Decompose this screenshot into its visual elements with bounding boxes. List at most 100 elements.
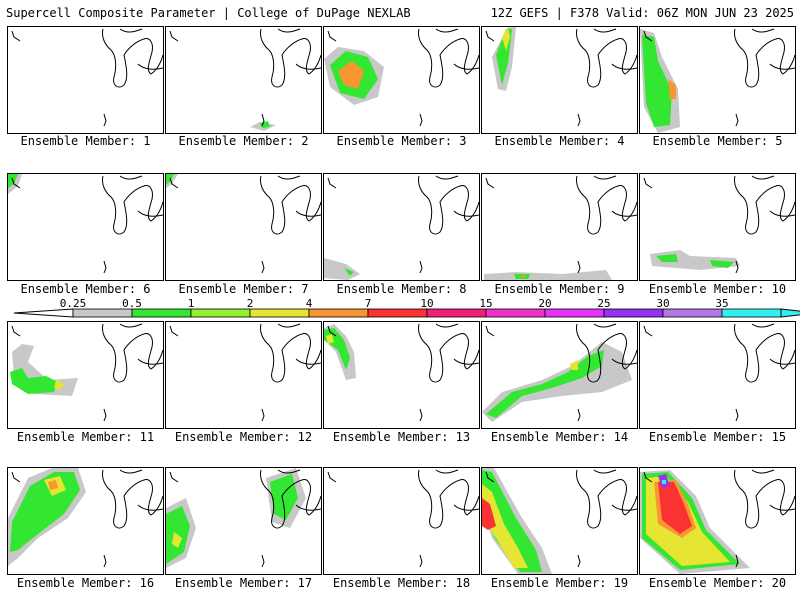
scp-contour: [324, 258, 360, 280]
map-svg: [324, 323, 479, 422]
coastline-segment: [103, 408, 107, 422]
coastline-segment: [327, 471, 337, 483]
ensemble-map-panel: [165, 173, 322, 281]
map-svg: [8, 174, 163, 274]
ensemble-map-panel: [481, 467, 638, 575]
scp-contour: [260, 121, 270, 128]
scp-contour: [668, 79, 676, 99]
ensemble-member-label: Ensemble Member: 18: [332, 576, 471, 590]
colorbar-segment: [308, 308, 369, 318]
map-svg: [482, 468, 637, 574]
ensemble-map-panel: [165, 321, 322, 429]
colorbar-segment: [721, 308, 782, 318]
coastline-segment: [261, 554, 265, 568]
coastline-segment: [261, 408, 265, 422]
coastline-segment: [169, 471, 179, 483]
coastline-segment: [327, 325, 337, 337]
map-svg: [8, 468, 163, 568]
colorbar-tick-label: 20: [538, 297, 552, 310]
coastline-segment: [327, 177, 337, 189]
ensemble-member-label: Ensemble Member: 12: [174, 430, 313, 444]
great-lakes-coastline: [734, 323, 795, 383]
ensemble-map-panel: [481, 321, 638, 429]
coastline-segment: [419, 408, 423, 422]
map-svg: [643, 323, 795, 422]
scp-contour: [324, 328, 350, 370]
ensemble-map-panel: [165, 467, 322, 575]
ensemble-member-label: Ensemble Member: 20: [648, 576, 787, 590]
map-svg: [324, 28, 479, 127]
map-svg: [485, 27, 637, 127]
ensemble-map-panel: [7, 26, 164, 134]
coastline-segment: [643, 325, 653, 337]
ensemble-map-panel: [323, 321, 480, 429]
colorbar-segment: [249, 308, 310, 318]
colorbar-tick-label: 1: [187, 297, 195, 310]
colorbar-segment: [131, 308, 192, 318]
ensemble-map-panel: [7, 173, 164, 281]
colorbar-tick-label: 15: [479, 297, 493, 310]
coastline-segment: [103, 554, 107, 568]
coastline-segment: [577, 554, 581, 568]
coastline-segment: [577, 408, 581, 422]
ensemble-member-label: Ensemble Member: 15: [648, 430, 787, 444]
ensemble-map-panel: [481, 26, 638, 134]
colorbar-segment: [662, 308, 723, 318]
coastline-segment: [261, 113, 265, 127]
ensemble-map-panel: [323, 467, 480, 575]
coastline-segment: [327, 30, 337, 42]
coastline-segment: [11, 325, 21, 337]
coastline-segment: [419, 260, 423, 274]
coastline-segment: [169, 30, 179, 42]
scp-contour: [482, 498, 496, 530]
coastline-segment: [735, 554, 739, 568]
colorbar-tick-label: 2: [246, 297, 254, 310]
great-lakes-coastline: [418, 323, 479, 383]
coastline-segment: [419, 554, 423, 568]
ensemble-member-label: Ensemble Member: 3: [336, 134, 467, 148]
scp-contour: [326, 334, 334, 344]
ensemble-member-label: Ensemble Member: 16: [16, 576, 155, 590]
colorbar-segment: [190, 308, 251, 318]
colorbar-high-arrow: [780, 308, 800, 318]
great-lakes-coastline: [576, 469, 637, 529]
coastline-segment: [485, 325, 495, 337]
great-lakes-coastline: [102, 175, 163, 235]
great-lakes-coastline: [418, 469, 479, 529]
coastline-segment: [11, 30, 21, 42]
ensemble-map-panel: [639, 467, 796, 575]
ensemble-map-panel: [7, 321, 164, 429]
scp-contour: [10, 368, 58, 394]
coastline-segment: [643, 471, 653, 483]
great-lakes-coastline: [734, 469, 795, 529]
scp-contour: [570, 360, 578, 370]
map-svg: [327, 469, 479, 568]
ensemble-member-label: Ensemble Member: 4: [494, 134, 625, 148]
ensemble-member-label: Ensemble Member: 10: [648, 282, 787, 296]
ensemble-member-label: Ensemble Member: 2: [178, 134, 309, 148]
colorbar-low-arrow: [13, 308, 74, 318]
map-svg: [11, 28, 163, 127]
ensemble-member-label: Ensemble Member: 7: [178, 282, 309, 296]
colorbar-segment: [603, 308, 664, 318]
scp-contour: [658, 482, 692, 534]
great-lakes-coastline: [260, 323, 321, 383]
scp-contour: [662, 480, 666, 484]
coastline-segment: [103, 260, 107, 274]
ensemble-member-label: Ensemble Member: 17: [174, 576, 313, 590]
ensemble-map-panel: [323, 26, 480, 134]
scp-contour: [344, 268, 354, 276]
scp-contour: [710, 260, 734, 268]
great-lakes-coastline: [734, 175, 795, 235]
coastline-segment: [169, 177, 179, 189]
ensemble-member-label: Ensemble Member: 8: [336, 282, 467, 296]
map-svg: [169, 28, 321, 131]
map-svg: [482, 323, 637, 422]
colorbar-segment: [367, 308, 428, 318]
great-lakes-coastline: [102, 28, 163, 88]
ensemble-map-panel: [639, 26, 796, 134]
great-lakes-coastline: [260, 28, 321, 88]
ensemble-member-label: Ensemble Member: 19: [490, 576, 629, 590]
great-lakes-coastline: [576, 28, 637, 88]
coastline-segment: [643, 177, 653, 189]
